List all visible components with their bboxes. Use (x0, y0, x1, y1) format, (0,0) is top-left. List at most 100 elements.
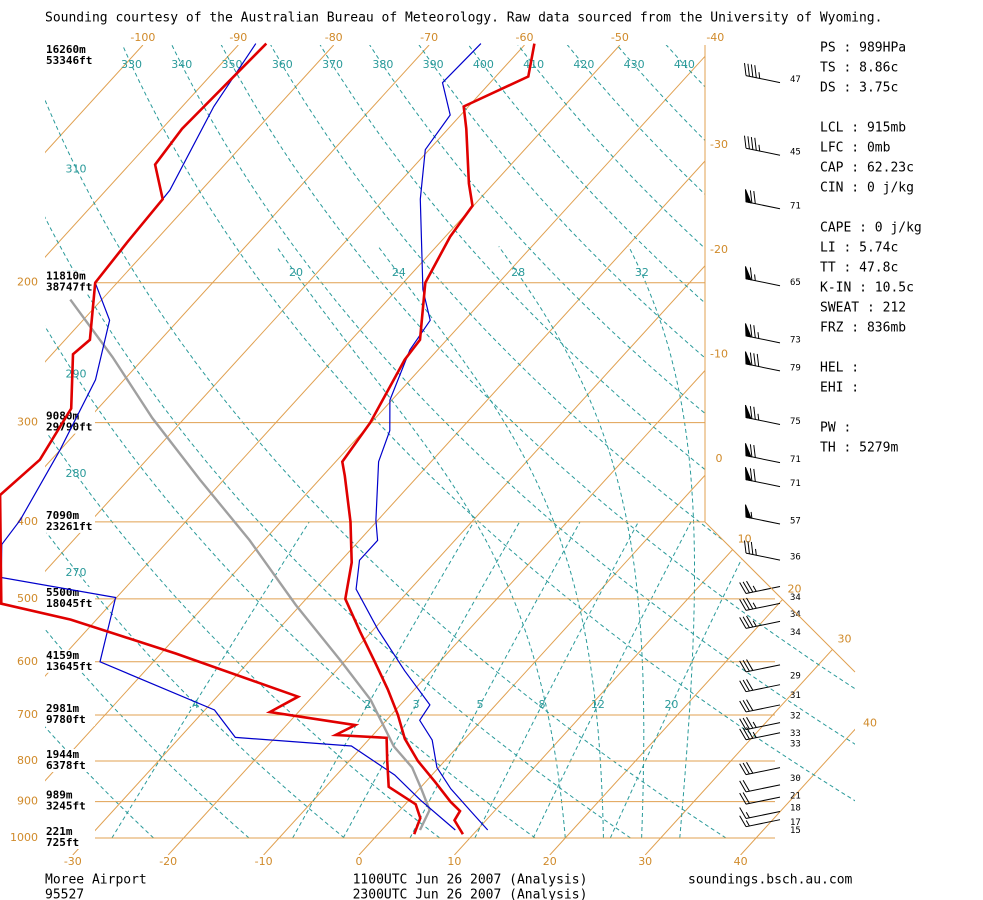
mixing-ratio-label: 20 (664, 698, 678, 711)
wind-speed-label: 33 (790, 729, 801, 739)
wind-barb (739, 807, 781, 819)
height-m: 2981m (46, 702, 79, 715)
profile-line (0, 42, 422, 835)
wind-barb (744, 467, 781, 488)
barb-part (753, 406, 756, 420)
stat-line: TS : 8.86c (820, 61, 898, 76)
barb-part (749, 444, 753, 457)
barb-part (742, 581, 750, 594)
wind-barb (739, 615, 781, 629)
barb-part (745, 732, 781, 741)
barb-part (745, 684, 781, 693)
stat-line: LI : 5.74c (820, 241, 898, 256)
barb-part (746, 615, 754, 628)
wind-barb (739, 580, 781, 594)
barb-part (745, 810, 781, 819)
barb-pennant (744, 404, 752, 420)
barb-part (744, 540, 747, 554)
wind-barb (744, 323, 781, 344)
isotherm-label: -10 (710, 347, 728, 360)
moist-label: 20 (289, 266, 303, 279)
barb-part (752, 620, 757, 627)
stat-line: LCL : 915mb (820, 121, 906, 136)
wind-speed-label: 29 (790, 671, 801, 681)
height-m: 16260m (46, 43, 86, 56)
mixing-ratio-line (111, 521, 310, 839)
height-box (45, 270, 95, 294)
isotherm-label: -20 (710, 243, 728, 256)
theta-label: 360 (272, 58, 293, 71)
wind-barb (739, 815, 781, 828)
stat-line: K-IN : 10.5c (820, 281, 914, 296)
barb-part (753, 444, 756, 458)
wind-speed-label: 47 (790, 75, 801, 85)
theta-label: 340 (171, 58, 192, 71)
mixing-ratio-line (342, 521, 521, 839)
station-id: 95527 (45, 888, 84, 900)
stat-line: SWEAT : 212 (820, 301, 906, 316)
moist-label: 28 (511, 266, 525, 279)
x-tick-label: 10 (447, 855, 461, 868)
foreground: -30 -20 -10 0 10 20 30 40-100 -90 -80 -70 -60 -50 -40… (0, 31, 922, 900)
x-tick-label: -30 (64, 855, 82, 868)
x-tick-label: 40 (734, 855, 748, 868)
isotherm (72, 45, 812, 855)
barb-part (752, 585, 757, 592)
wind-speed-label: 34 (790, 610, 801, 620)
barb-part (745, 820, 750, 827)
height-box (45, 749, 95, 773)
wind-speed-label: 73 (790, 335, 801, 345)
barb-part (739, 582, 747, 594)
moist-adiabat (498, 246, 645, 839)
barb-part (746, 762, 754, 774)
barb-part (749, 267, 753, 281)
isotherm (45, 45, 239, 855)
height-box (45, 410, 95, 434)
barb-part (742, 779, 750, 792)
barb-part (753, 325, 756, 338)
barb-part (739, 807, 747, 819)
barb-part (747, 541, 750, 554)
height-ft: 13645ft (46, 660, 92, 673)
mixing-ratio-line (292, 521, 475, 839)
theta-label: 290 (66, 368, 87, 381)
barb-part (746, 727, 754, 739)
mixing-ratio-line (609, 521, 761, 839)
wind-barb (739, 717, 781, 731)
barb-part (745, 552, 781, 561)
height-box (45, 702, 95, 726)
height-ft: 3245ft (46, 800, 86, 813)
barb-part (754, 137, 757, 151)
barb-part (739, 718, 747, 730)
x-tick-label: 20 (543, 855, 557, 868)
x-tick-label: -10 (255, 855, 273, 868)
dry-adiabat (516, 45, 855, 839)
moist-adiabat (628, 246, 695, 839)
barb-part (749, 352, 753, 366)
barb-part (745, 819, 781, 828)
barb-part (742, 598, 750, 610)
wind-speed-label: 71 (790, 201, 801, 211)
barb-part (749, 324, 753, 338)
profile-line (355, 43, 489, 831)
mixing-ratio-label: 3 (413, 698, 420, 711)
stat-line: HEL : (820, 361, 859, 376)
barb-part (742, 616, 750, 628)
stat-line: TH : 5279m (820, 441, 898, 456)
barb-part (750, 64, 754, 78)
barb-part (739, 599, 747, 611)
height-box (45, 44, 95, 67)
barb-part (753, 353, 756, 366)
barb-part (754, 65, 757, 78)
barb-part (739, 617, 747, 629)
dry-adiabat (565, 45, 855, 839)
height-m: 11810m (46, 270, 86, 283)
dry-adiabat (45, 45, 536, 839)
height-m: 7090m (46, 509, 79, 522)
barb-part (747, 136, 750, 149)
barb-part (752, 731, 757, 738)
x-tick-label: 0 (356, 855, 363, 868)
barb-part (745, 75, 781, 84)
barb-part (742, 727, 750, 740)
